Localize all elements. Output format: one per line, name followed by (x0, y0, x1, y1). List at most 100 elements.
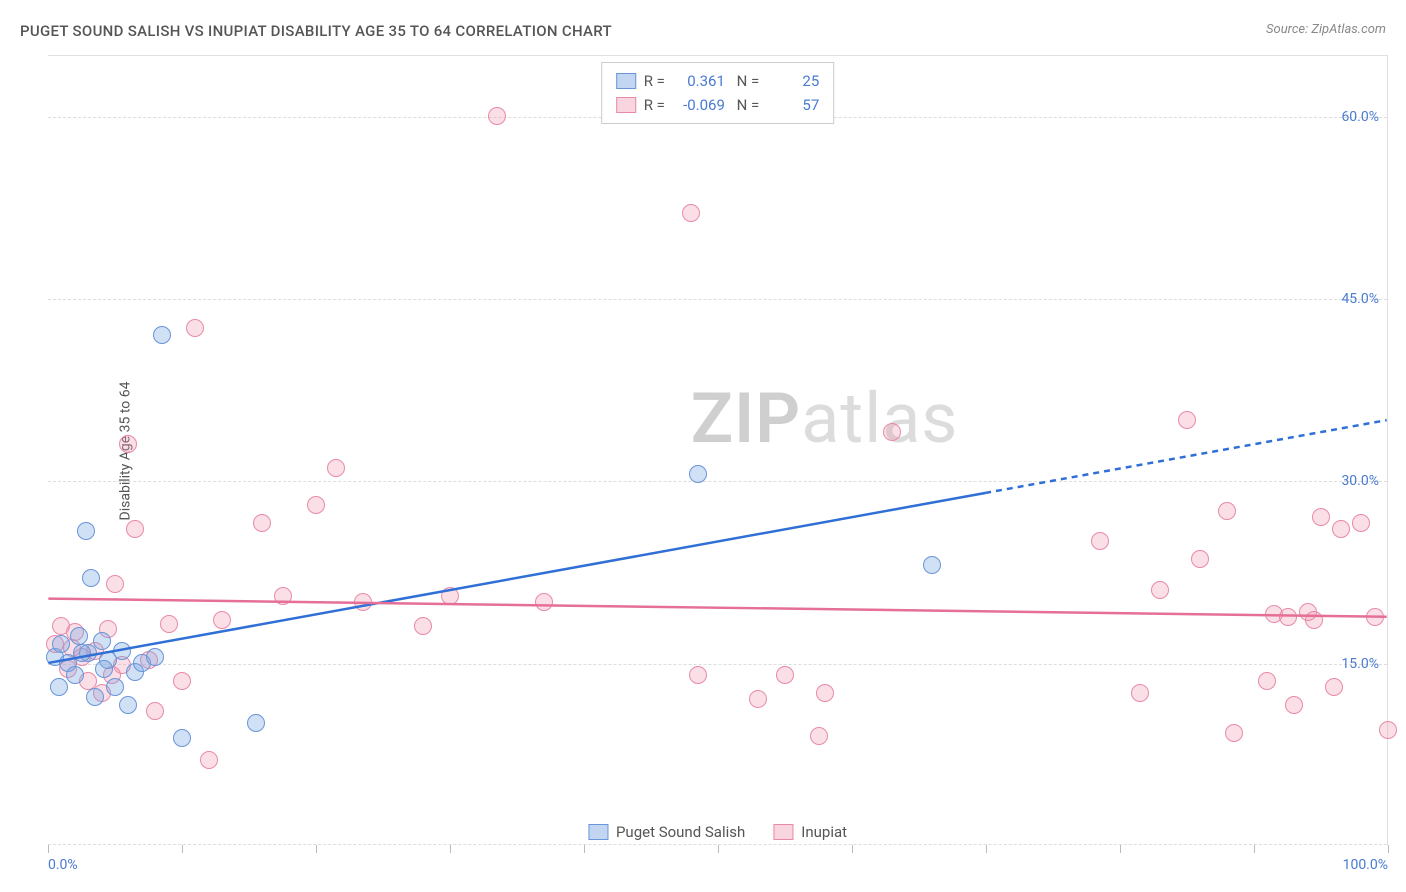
data-point-pink (883, 423, 901, 441)
plot-area: Disability Age 35 to 64 ZIPatlas 15.0%30… (48, 55, 1388, 845)
data-point-blue (70, 627, 88, 645)
gridline (48, 664, 1387, 665)
data-point-pink (327, 459, 345, 477)
data-point-blue (106, 678, 124, 696)
n-value-pink: 57 (767, 93, 819, 117)
data-point-pink (810, 727, 828, 745)
data-point-pink (1285, 696, 1303, 714)
legend-item-blue: Puget Sound Salish (588, 823, 745, 841)
data-point-pink (1305, 611, 1323, 629)
x-tick (1388, 845, 1389, 853)
data-point-blue (77, 522, 95, 540)
data-point-pink (1225, 724, 1243, 742)
data-point-pink (689, 666, 707, 684)
data-point-blue (247, 714, 265, 732)
legend-stats-row-blue: R = 0.361 N = 25 (616, 69, 820, 93)
data-point-pink (488, 107, 506, 125)
data-point-pink (200, 751, 218, 769)
data-point-pink (354, 593, 372, 611)
data-point-pink (1279, 608, 1297, 626)
data-point-pink (1379, 721, 1397, 739)
data-point-pink (414, 617, 432, 635)
y-tick-label: 15.0% (1341, 656, 1379, 672)
y-tick-label: 45.0% (1341, 291, 1379, 307)
data-point-blue (82, 569, 100, 587)
x-tick (316, 845, 317, 853)
data-point-pink (106, 575, 124, 593)
data-point-pink (1312, 508, 1330, 526)
data-point-pink (253, 514, 271, 532)
data-point-pink (776, 666, 794, 684)
r-value-pink: -0.069 (673, 93, 725, 117)
data-point-blue (119, 696, 137, 714)
data-point-pink (1191, 550, 1209, 568)
r-value-blue: 0.361 (673, 69, 725, 93)
data-point-pink (1151, 581, 1169, 599)
data-point-pink (1131, 684, 1149, 702)
data-point-pink (160, 615, 178, 633)
data-point-pink (274, 587, 292, 605)
data-point-blue (86, 688, 104, 706)
data-point-blue (689, 465, 707, 483)
n-value-blue: 25 (767, 69, 819, 93)
data-point-blue (923, 556, 941, 574)
data-point-pink (1258, 672, 1276, 690)
data-point-pink (307, 496, 325, 514)
data-point-pink (1091, 532, 1109, 550)
data-point-blue (146, 648, 164, 666)
data-point-blue (95, 660, 113, 678)
gridline (48, 299, 1387, 300)
x-tick (48, 845, 49, 853)
data-point-pink (749, 690, 767, 708)
legend-series: Puget Sound Salish Inupiat (588, 823, 847, 841)
chart-title: PUGET SOUND SALISH VS INUPIAT DISABILITY… (20, 22, 612, 40)
x-tick (1254, 845, 1255, 853)
watermark: ZIPatlas (691, 378, 959, 460)
x-tick (1120, 845, 1121, 853)
legend-item-pink: Inupiat (773, 823, 847, 841)
gridline (48, 481, 1387, 482)
data-point-pink (682, 204, 700, 222)
x-tick-label: 0.0% (48, 857, 78, 873)
x-tick (852, 845, 853, 853)
x-tick (182, 845, 183, 853)
data-point-pink (1366, 608, 1384, 626)
x-tick (450, 845, 451, 853)
data-point-pink (173, 672, 191, 690)
swatch-pink (616, 97, 636, 113)
data-point-pink (213, 611, 231, 629)
data-point-pink (1218, 502, 1236, 520)
data-point-blue (93, 632, 111, 650)
data-point-blue (73, 644, 91, 662)
legend-label-pink: Inupiat (801, 823, 847, 841)
x-tick (718, 845, 719, 853)
legend-label-blue: Puget Sound Salish (616, 823, 745, 841)
data-point-pink (119, 435, 137, 453)
data-point-pink (186, 319, 204, 337)
data-point-blue (52, 635, 70, 653)
data-point-pink (535, 593, 553, 611)
data-point-pink (126, 520, 144, 538)
x-tick (584, 845, 585, 853)
data-point-pink (1325, 678, 1343, 696)
data-point-pink (441, 587, 459, 605)
source-label: Source: ZipAtlas.com (1266, 22, 1386, 37)
data-point-blue (153, 326, 171, 344)
legend-stats: R = 0.361 N = 25 R = -0.069 N = 57 (601, 62, 835, 124)
swatch-blue (616, 73, 636, 89)
y-tick-label: 30.0% (1341, 473, 1379, 489)
data-point-blue (66, 666, 84, 684)
data-point-pink (816, 684, 834, 702)
data-point-pink (1178, 411, 1196, 429)
y-tick-label: 60.0% (1341, 109, 1379, 125)
data-point-pink (146, 702, 164, 720)
swatch-pink-icon (773, 824, 793, 840)
data-point-blue (173, 729, 191, 747)
legend-stats-row-pink: R = -0.069 N = 57 (616, 93, 820, 117)
data-point-blue (113, 642, 131, 660)
data-point-pink (1332, 520, 1350, 538)
x-tick (986, 845, 987, 853)
data-point-blue (50, 678, 68, 696)
data-point-pink (1352, 514, 1370, 532)
x-tick-label: 100.0% (1343, 857, 1388, 873)
